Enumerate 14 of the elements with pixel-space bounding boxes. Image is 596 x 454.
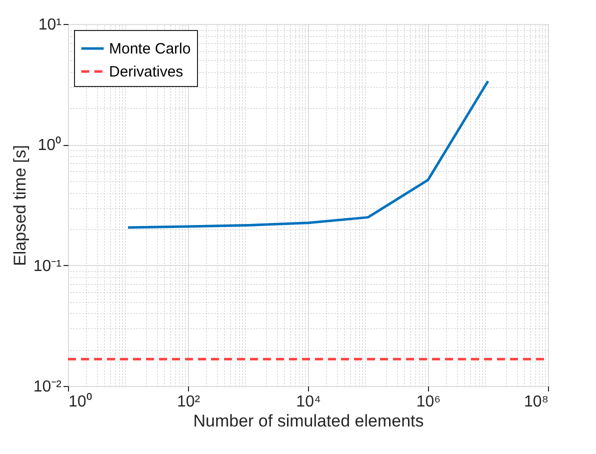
- line-series: [126, 80, 490, 229]
- legend-label: Derivatives: [109, 64, 184, 80]
- legend-label: Monte Carlo: [109, 40, 191, 58]
- y-tick-label: 10¹: [38, 16, 62, 34]
- y-tick-label: 10⁻¹: [33, 258, 62, 275]
- x-tick-label: 10²: [176, 394, 201, 410]
- x-tick-label: 10⁸: [524, 394, 548, 410]
- x-axis-title: Number of simulated elements: [193, 412, 424, 430]
- x-tick-label: 10⁴: [296, 394, 321, 410]
- x-tick-label: 10⁰: [68, 392, 92, 410]
- y-axis-title: Elapsed time [s]: [10, 145, 30, 266]
- y-tick-label: 10⁰: [38, 136, 62, 154]
- x-tick-label: 10⁶: [416, 394, 441, 410]
- y-tick-label: 10⁻²: [33, 378, 62, 396]
